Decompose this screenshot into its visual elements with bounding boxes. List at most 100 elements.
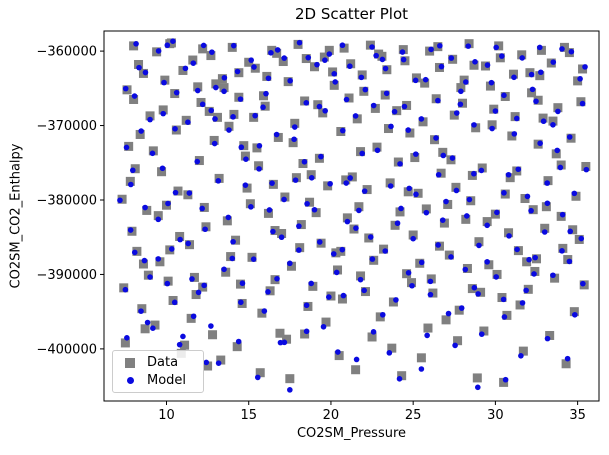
data-point-square	[405, 128, 415, 138]
model-point-dot	[229, 255, 236, 262]
model-point-dot	[438, 63, 445, 70]
data-point-square	[257, 308, 267, 318]
model-point-dot	[266, 207, 273, 213]
plot-border	[103, 30, 600, 402]
data-point-square	[324, 45, 334, 55]
model-point-dot	[357, 276, 364, 283]
data-point-square	[390, 220, 400, 230]
model-point-dot	[382, 248, 389, 254]
data-point-square	[245, 199, 255, 209]
model-point-dot	[484, 62, 491, 68]
data-point-square	[240, 151, 250, 161]
data-point-square	[263, 208, 273, 218]
data-point-square	[178, 65, 188, 75]
x-tick-label: 30	[487, 408, 504, 423]
model-point-dot	[379, 56, 386, 63]
data-point-square	[288, 138, 298, 148]
data-point-square	[573, 76, 583, 86]
data-point-square	[211, 79, 221, 89]
data-point-square	[569, 307, 579, 317]
data-point-square	[341, 175, 351, 185]
model-point-dot	[396, 376, 403, 382]
data-point-square	[436, 168, 446, 178]
model-point-dot	[133, 41, 139, 47]
data-point-square	[502, 310, 512, 320]
model-point-dot	[566, 134, 573, 140]
model-point-dot	[405, 127, 412, 133]
model-point-dot	[339, 42, 346, 49]
model-point-dot	[484, 222, 490, 229]
model-point-dot	[505, 171, 512, 178]
model-point-dot	[361, 287, 367, 294]
model-point-dot	[251, 64, 257, 70]
model-point-dot	[308, 280, 315, 287]
model-point-dot	[340, 292, 347, 299]
y-tick-label: −370000	[36, 119, 97, 134]
model-point-dot	[405, 270, 412, 276]
model-point-dot	[226, 127, 232, 133]
data-point-square	[540, 223, 550, 233]
model-point-dot	[448, 55, 455, 61]
model-point-dot	[465, 43, 472, 49]
model-point-dot	[265, 289, 271, 295]
model-point-dot	[304, 200, 310, 207]
data-point-square	[129, 94, 139, 104]
model-point-dot	[316, 103, 323, 110]
model-point-dot	[343, 96, 350, 103]
model-point-dot	[330, 251, 337, 257]
model-point-dot	[462, 79, 469, 85]
model-point-dot	[463, 213, 470, 219]
data-point-square	[323, 181, 333, 191]
model-point-dot	[322, 57, 328, 63]
model-point-dot	[370, 329, 377, 335]
data-point-square	[410, 153, 420, 163]
model-point-dot	[215, 178, 222, 184]
data-point-square	[388, 297, 398, 307]
model-point-dot	[519, 300, 526, 306]
model-point-dot	[388, 123, 394, 130]
model-point-dot	[519, 55, 526, 61]
model-point-dot	[221, 266, 227, 273]
data-point-square	[474, 237, 484, 247]
model-point-dot	[141, 257, 148, 264]
model-point-dot	[311, 206, 318, 213]
model-point-dot	[501, 190, 507, 196]
model-point-dot	[171, 299, 178, 306]
data-point-square	[397, 371, 407, 381]
model-point-dot	[433, 135, 439, 141]
model-point-dot	[514, 246, 520, 253]
model-point-dot	[471, 122, 477, 128]
model-point-dot	[383, 90, 390, 97]
data-point-square	[370, 103, 380, 113]
model-point-dot	[427, 291, 434, 298]
model-point-dot	[161, 79, 167, 86]
data-point-square	[219, 83, 229, 93]
data-point-square	[150, 320, 160, 330]
model-point-dot	[359, 150, 365, 157]
data-point-square	[420, 78, 430, 88]
data-point-square	[484, 260, 494, 270]
model-point-dot	[318, 153, 324, 160]
model-point-dot	[501, 314, 508, 320]
data-point-square	[173, 186, 183, 196]
model-point-dot	[281, 196, 287, 203]
data-point-square	[272, 48, 282, 58]
data-point-square	[158, 105, 168, 115]
model-point-dot	[212, 116, 218, 122]
model-point-dot	[445, 310, 452, 317]
model-point-dot	[256, 166, 262, 172]
model-point-dot	[142, 69, 149, 76]
data-point-square	[337, 294, 347, 304]
model-point-dot	[518, 353, 524, 359]
model-point-dot	[250, 256, 257, 262]
model-point-dot	[190, 60, 197, 66]
model-point-dot	[314, 61, 320, 68]
model-point-dot	[248, 57, 254, 63]
model-point-dot	[123, 144, 130, 151]
model-point-dot	[540, 118, 547, 125]
model-point-dot	[326, 51, 333, 57]
data-point-square	[273, 132, 283, 142]
model-point-dot	[122, 85, 129, 92]
data-point-square	[469, 60, 479, 70]
model-point-dot	[529, 86, 536, 93]
